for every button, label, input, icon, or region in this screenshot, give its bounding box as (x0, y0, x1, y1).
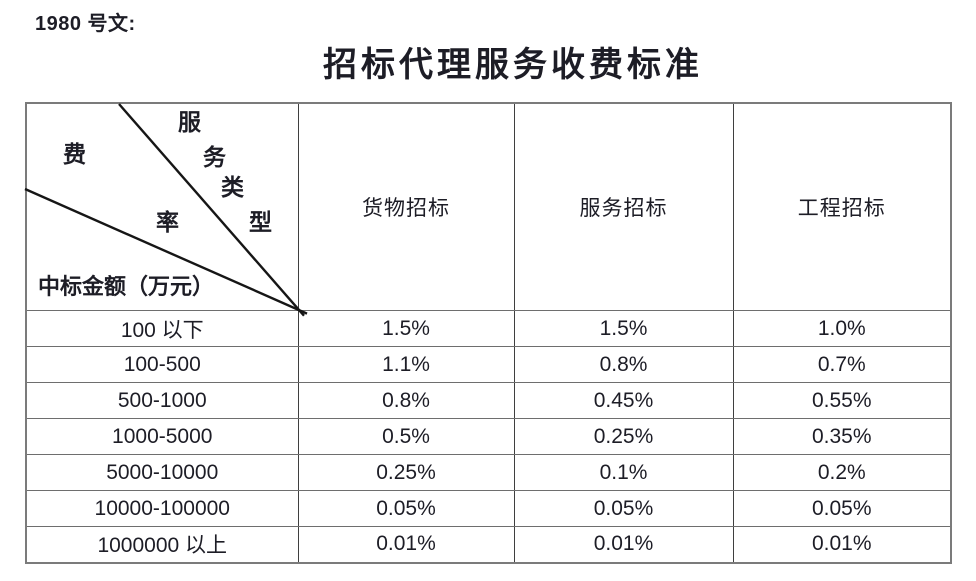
header-row: 服 务 类 型 费 率 中标金额（万元） 货物招标 服务招标 工程招标 (24, 102, 952, 317)
row-range-label: 10000-100000 (25, 490, 299, 527)
row-range-label: 100 以下 (25, 310, 299, 347)
diagonal-header-content: 服 务 类 型 费 率 中标金额（万元） (24, 103, 308, 317)
fee-value-cell: 1.0% (732, 310, 952, 347)
table-row: 1000000 以上 0.01% 0.01% 0.01% (25, 526, 952, 563)
fee-value-cell: 1.5% (513, 310, 734, 347)
fee-value-cell: 0.25% (513, 418, 734, 455)
row-range-label: 100-500 (25, 346, 299, 383)
fee-value-cell: 0.8% (297, 382, 515, 419)
row-range-label: 1000000 以上 (25, 526, 299, 563)
fee-value-cell: 0.05% (513, 490, 734, 527)
table-row: 5000-10000 0.25% 0.1% 0.2% (25, 454, 952, 491)
row-range-label: 5000-10000 (25, 454, 299, 491)
fee-value-cell: 1.1% (297, 346, 515, 383)
diagonal-divider-lines (24, 103, 308, 317)
fee-value-cell: 0.05% (297, 490, 515, 527)
corner-fee-char: 率 (156, 210, 179, 235)
column-header-goods: 货物招标 (297, 102, 515, 311)
row-range-label: 1000-5000 (25, 418, 299, 455)
corner-type-char: 类 (221, 175, 244, 200)
fee-value-cell: 0.5% (297, 418, 515, 455)
fee-value-cell: 0.55% (732, 382, 952, 419)
fee-value-cell: 0.7% (732, 346, 952, 383)
page-title: 招标代理服务收费标准 (323, 47, 703, 84)
corner-fee-char: 费 (63, 142, 86, 167)
fee-value-cell: 0.01% (297, 526, 515, 563)
fee-standard-table: 服 务 类 型 费 率 中标金额（万元） 货物招标 服务招标 工程招标 100 … (24, 102, 952, 564)
fee-value-cell: 1.5% (297, 310, 515, 347)
row-range-label: 500-1000 (25, 382, 299, 419)
table-row: 100 以下 1.5% 1.5% 1.0% (25, 310, 952, 347)
fee-value-cell: 0.8% (513, 346, 734, 383)
table-row: 1000-5000 0.5% 0.25% 0.35% (25, 418, 952, 455)
fee-value-cell: 0.45% (513, 382, 734, 419)
fee-value-cell: 0.01% (732, 526, 952, 563)
corner-type-char: 型 (249, 210, 272, 235)
doc-number-label: 1980 号文: (35, 13, 136, 35)
table-row: 100-500 1.1% 0.8% 0.7% (25, 346, 952, 383)
corner-type-char: 务 (203, 145, 226, 170)
row-axis-label: 中标金额（万元） (38, 274, 215, 299)
fee-value-cell: 0.25% (297, 454, 515, 491)
fee-value-cell: 0.35% (732, 418, 952, 455)
corner-type-char: 服 (178, 110, 201, 135)
column-header-services: 服务招标 (513, 102, 734, 311)
column-header-engineering: 工程招标 (732, 102, 952, 311)
diagonal-header-cell: 服 务 类 型 费 率 中标金额（万元） (24, 102, 308, 317)
table-row: 10000-100000 0.05% 0.05% 0.05% (25, 490, 952, 527)
table-body: 100 以下 1.5% 1.5% 1.0% 100-500 1.1% 0.8% 0.7% 500… (25, 310, 952, 563)
fee-value-cell: 0.05% (732, 490, 952, 527)
fee-value-cell: 0.01% (513, 526, 734, 563)
table-row: 500-1000 0.8% 0.45% 0.55% (25, 382, 952, 419)
fee-value-cell: 0.1% (513, 454, 734, 491)
fee-value-cell: 0.2% (732, 454, 952, 491)
